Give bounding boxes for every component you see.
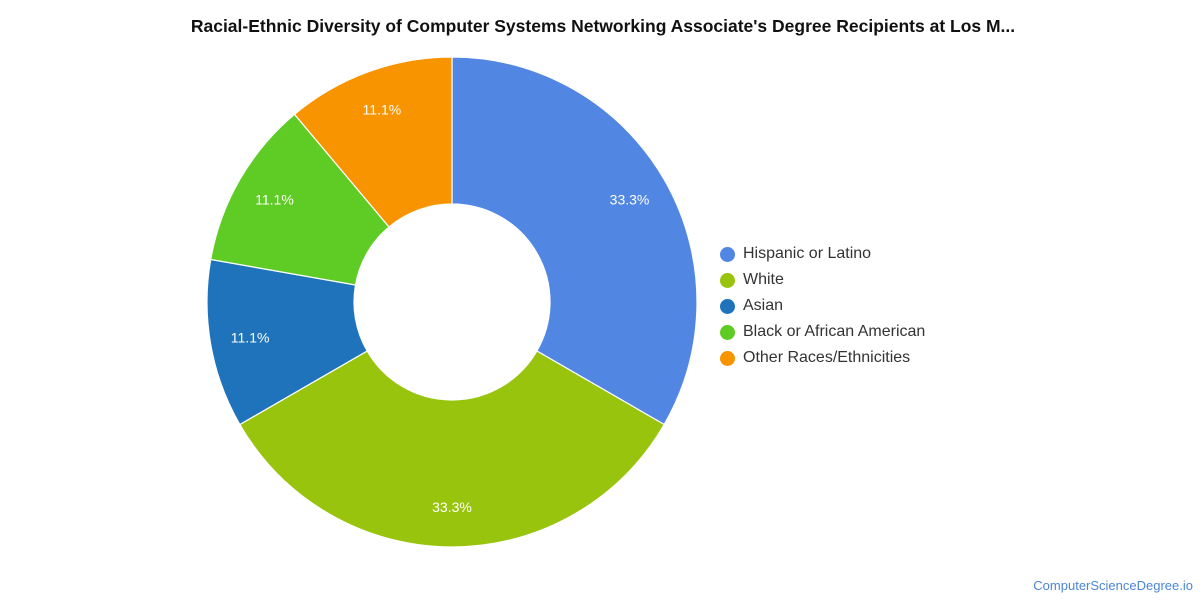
legend-label: Asian <box>743 297 784 314</box>
legend-item-asian[interactable]: Asian <box>720 293 925 319</box>
slice-other-races-ethnicities[interactable] <box>293 56 453 228</box>
legend-swatch <box>720 350 735 366</box>
slice-label-asian: 11.1% <box>231 330 270 346</box>
slice-label-black-or-african-american: 11.1% <box>255 192 294 208</box>
source-credit-link[interactable]: ComputerScienceDegree.io <box>1033 578 1193 593</box>
slice-asian[interactable] <box>206 258 368 426</box>
slice-black-or-african-american[interactable] <box>210 113 390 286</box>
legend-label: Hispanic or Latino <box>743 245 872 262</box>
legend-label: White <box>743 271 784 288</box>
legend-item-hispanic-or-latino[interactable]: Hispanic or Latino <box>720 241 925 267</box>
legend-swatch <box>720 324 735 340</box>
slice-hispanic-or-latino[interactable] <box>451 56 698 426</box>
legend: Hispanic or Latino White Asian Black or Afr… <box>720 241 925 371</box>
legend-swatch <box>720 272 735 288</box>
legend-label: Black or African American <box>743 323 926 340</box>
chart-title: Racial-Ethnic Diversity of Computer Syst… <box>190 16 1016 36</box>
slice-label-hispanic-or-latino: 33.3% <box>610 192 650 208</box>
legend-label: Other Races/Ethnicities <box>743 349 911 366</box>
legend-item-other-races-ethnicities[interactable]: Other Races/Ethnicities <box>720 345 925 371</box>
legend-item-white[interactable]: White <box>720 267 925 293</box>
slice-label-white: 33.3% <box>432 499 472 515</box>
slice-labels-group: 33.3% 33.3% 11.1% 11.1% 11.1% <box>231 101 650 515</box>
legend-item-black-or-african-american[interactable]: Black or African American <box>720 319 925 345</box>
slice-white[interactable] <box>239 350 665 548</box>
slice-label-other-races-ethnicities: 11.1% <box>363 101 402 117</box>
legend-swatch <box>720 298 735 314</box>
slices-group <box>206 56 698 548</box>
legend-swatch <box>720 246 735 262</box>
